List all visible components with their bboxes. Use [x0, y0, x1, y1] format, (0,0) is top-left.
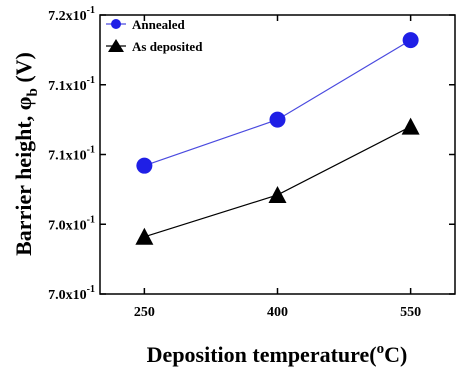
annealed-point: [269, 111, 286, 128]
x-axis-title: Deposition temperature(oC): [147, 341, 408, 367]
x-axis-title-main: Deposition temperature(: [147, 342, 377, 367]
y-tick-exponent: -1: [87, 5, 95, 16]
y-tick-mantissa: 7.1x10: [48, 79, 87, 94]
as-deposited-point: [268, 185, 287, 203]
y-tick-label: 7.0x10-1: [48, 284, 95, 303]
x-axis-title-degree: o: [377, 341, 385, 357]
series-layer: [135, 32, 420, 245]
y-axis-title: Barrier height, φb (V): [11, 52, 41, 256]
annealed-point: [402, 32, 419, 49]
y-axis-title-main: Barrier height, φ: [11, 97, 36, 256]
as-deposited-point: [401, 117, 420, 135]
legend-triangle-marker: [108, 39, 124, 52]
y-axis-ticks: 7.0x10-17.0x10-17.1x10-17.1x10-17.2x10-1: [48, 5, 455, 303]
x-tick-label: 550: [400, 305, 421, 320]
y-axis-title-unit: (V): [11, 52, 36, 88]
x-axis-title-unit: C): [384, 342, 407, 367]
y-tick-exponent: -1: [87, 284, 95, 295]
x-tick-label: 250: [134, 305, 155, 320]
legend-circle-marker: [111, 19, 121, 29]
y-tick-mantissa: 7.0x10: [48, 288, 87, 303]
series-line-triangle: [144, 126, 411, 238]
x-axis-ticks: 250 400 550: [134, 15, 421, 320]
y-tick-label: 7.1x10-1: [48, 75, 95, 94]
y-axis-title-subscript: b: [25, 88, 41, 96]
legend-label: As deposited: [132, 39, 203, 54]
plot-frame: [99, 14, 456, 295]
legend: Annealed As deposited: [106, 17, 203, 54]
y-tick-label: 7.2x10-1: [48, 5, 95, 24]
y-tick-label: 7.0x10-1: [48, 214, 95, 233]
annealed-point: [136, 157, 153, 174]
y-tick-label: 7.1x10-1: [48, 145, 95, 164]
y-tick-mantissa: 7.1x10: [48, 149, 87, 164]
x-tick-label: 400: [267, 305, 288, 320]
y-tick-exponent: -1: [87, 145, 95, 156]
legend-label: Annealed: [132, 17, 186, 32]
y-tick-exponent: -1: [87, 75, 95, 86]
y-tick-exponent: -1: [87, 214, 95, 225]
as-deposited-point: [135, 227, 154, 245]
y-tick-mantissa: 7.2x10: [48, 9, 87, 24]
y-tick-mantissa: 7.0x10: [48, 218, 87, 233]
